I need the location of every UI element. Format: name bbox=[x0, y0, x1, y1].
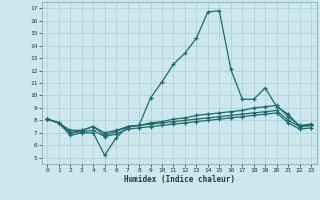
X-axis label: Humidex (Indice chaleur): Humidex (Indice chaleur) bbox=[124, 175, 235, 184]
